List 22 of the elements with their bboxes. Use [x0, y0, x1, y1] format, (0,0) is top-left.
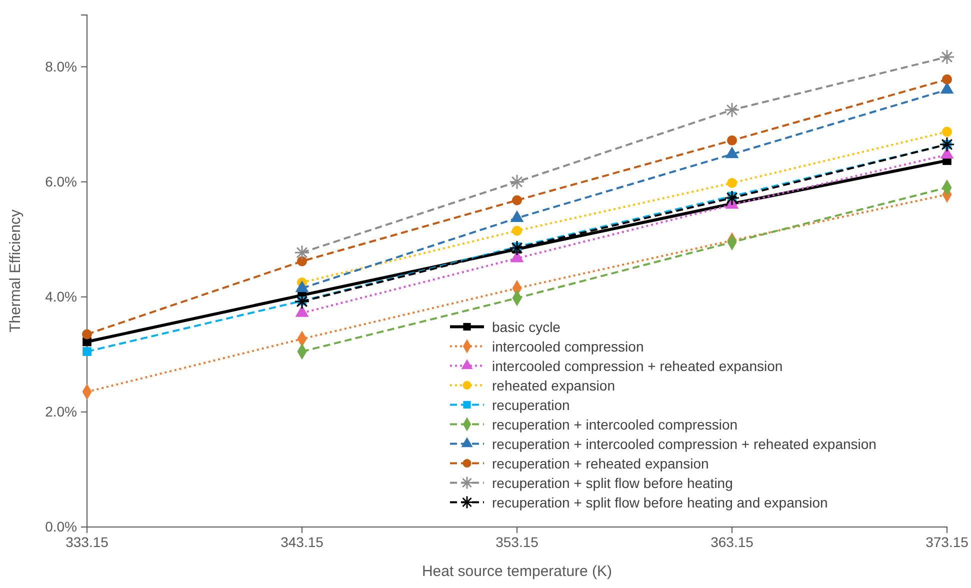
y-tick-label: 6.0%: [45, 173, 77, 190]
legend-label: recuperation + reheated expansion: [492, 455, 709, 472]
y-tick-label: 8.0%: [45, 58, 77, 74]
legend-label: recuperation + intercooled compression + reheated expansion: [492, 436, 876, 452]
y-tick-label: 2.0%: [45, 403, 77, 420]
y-tick-label: 4.0%: [45, 288, 77, 304]
x-axis-title: Heat source temperature (K): [422, 563, 612, 580]
legend-label: intercooled compression: [492, 338, 644, 354]
x-tick-label: 333.15: [66, 534, 109, 550]
legend-label: basic cycle: [492, 318, 561, 335]
legend-label: recuperation + split flow before heating: [492, 474, 733, 491]
legend-label: reheated expansion: [492, 377, 615, 394]
x-tick-label: 353.15: [496, 534, 539, 550]
y-tick-label: 0.0%: [45, 518, 77, 534]
y-axis-title: Thermal Efficiency: [7, 208, 24, 333]
legend-label: intercooled compression + reheated expansion: [492, 358, 783, 374]
legend-label: recuperation + split flow before heating and expansion: [492, 494, 828, 510]
legend-label: recuperation + intercooled compression: [492, 416, 738, 432]
x-tick-label: 343.15: [280, 534, 324, 550]
x-tick-label: 373.15: [926, 534, 969, 550]
legend-label: recuperation: [492, 396, 570, 413]
x-tick-label: 363.15: [710, 534, 754, 550]
